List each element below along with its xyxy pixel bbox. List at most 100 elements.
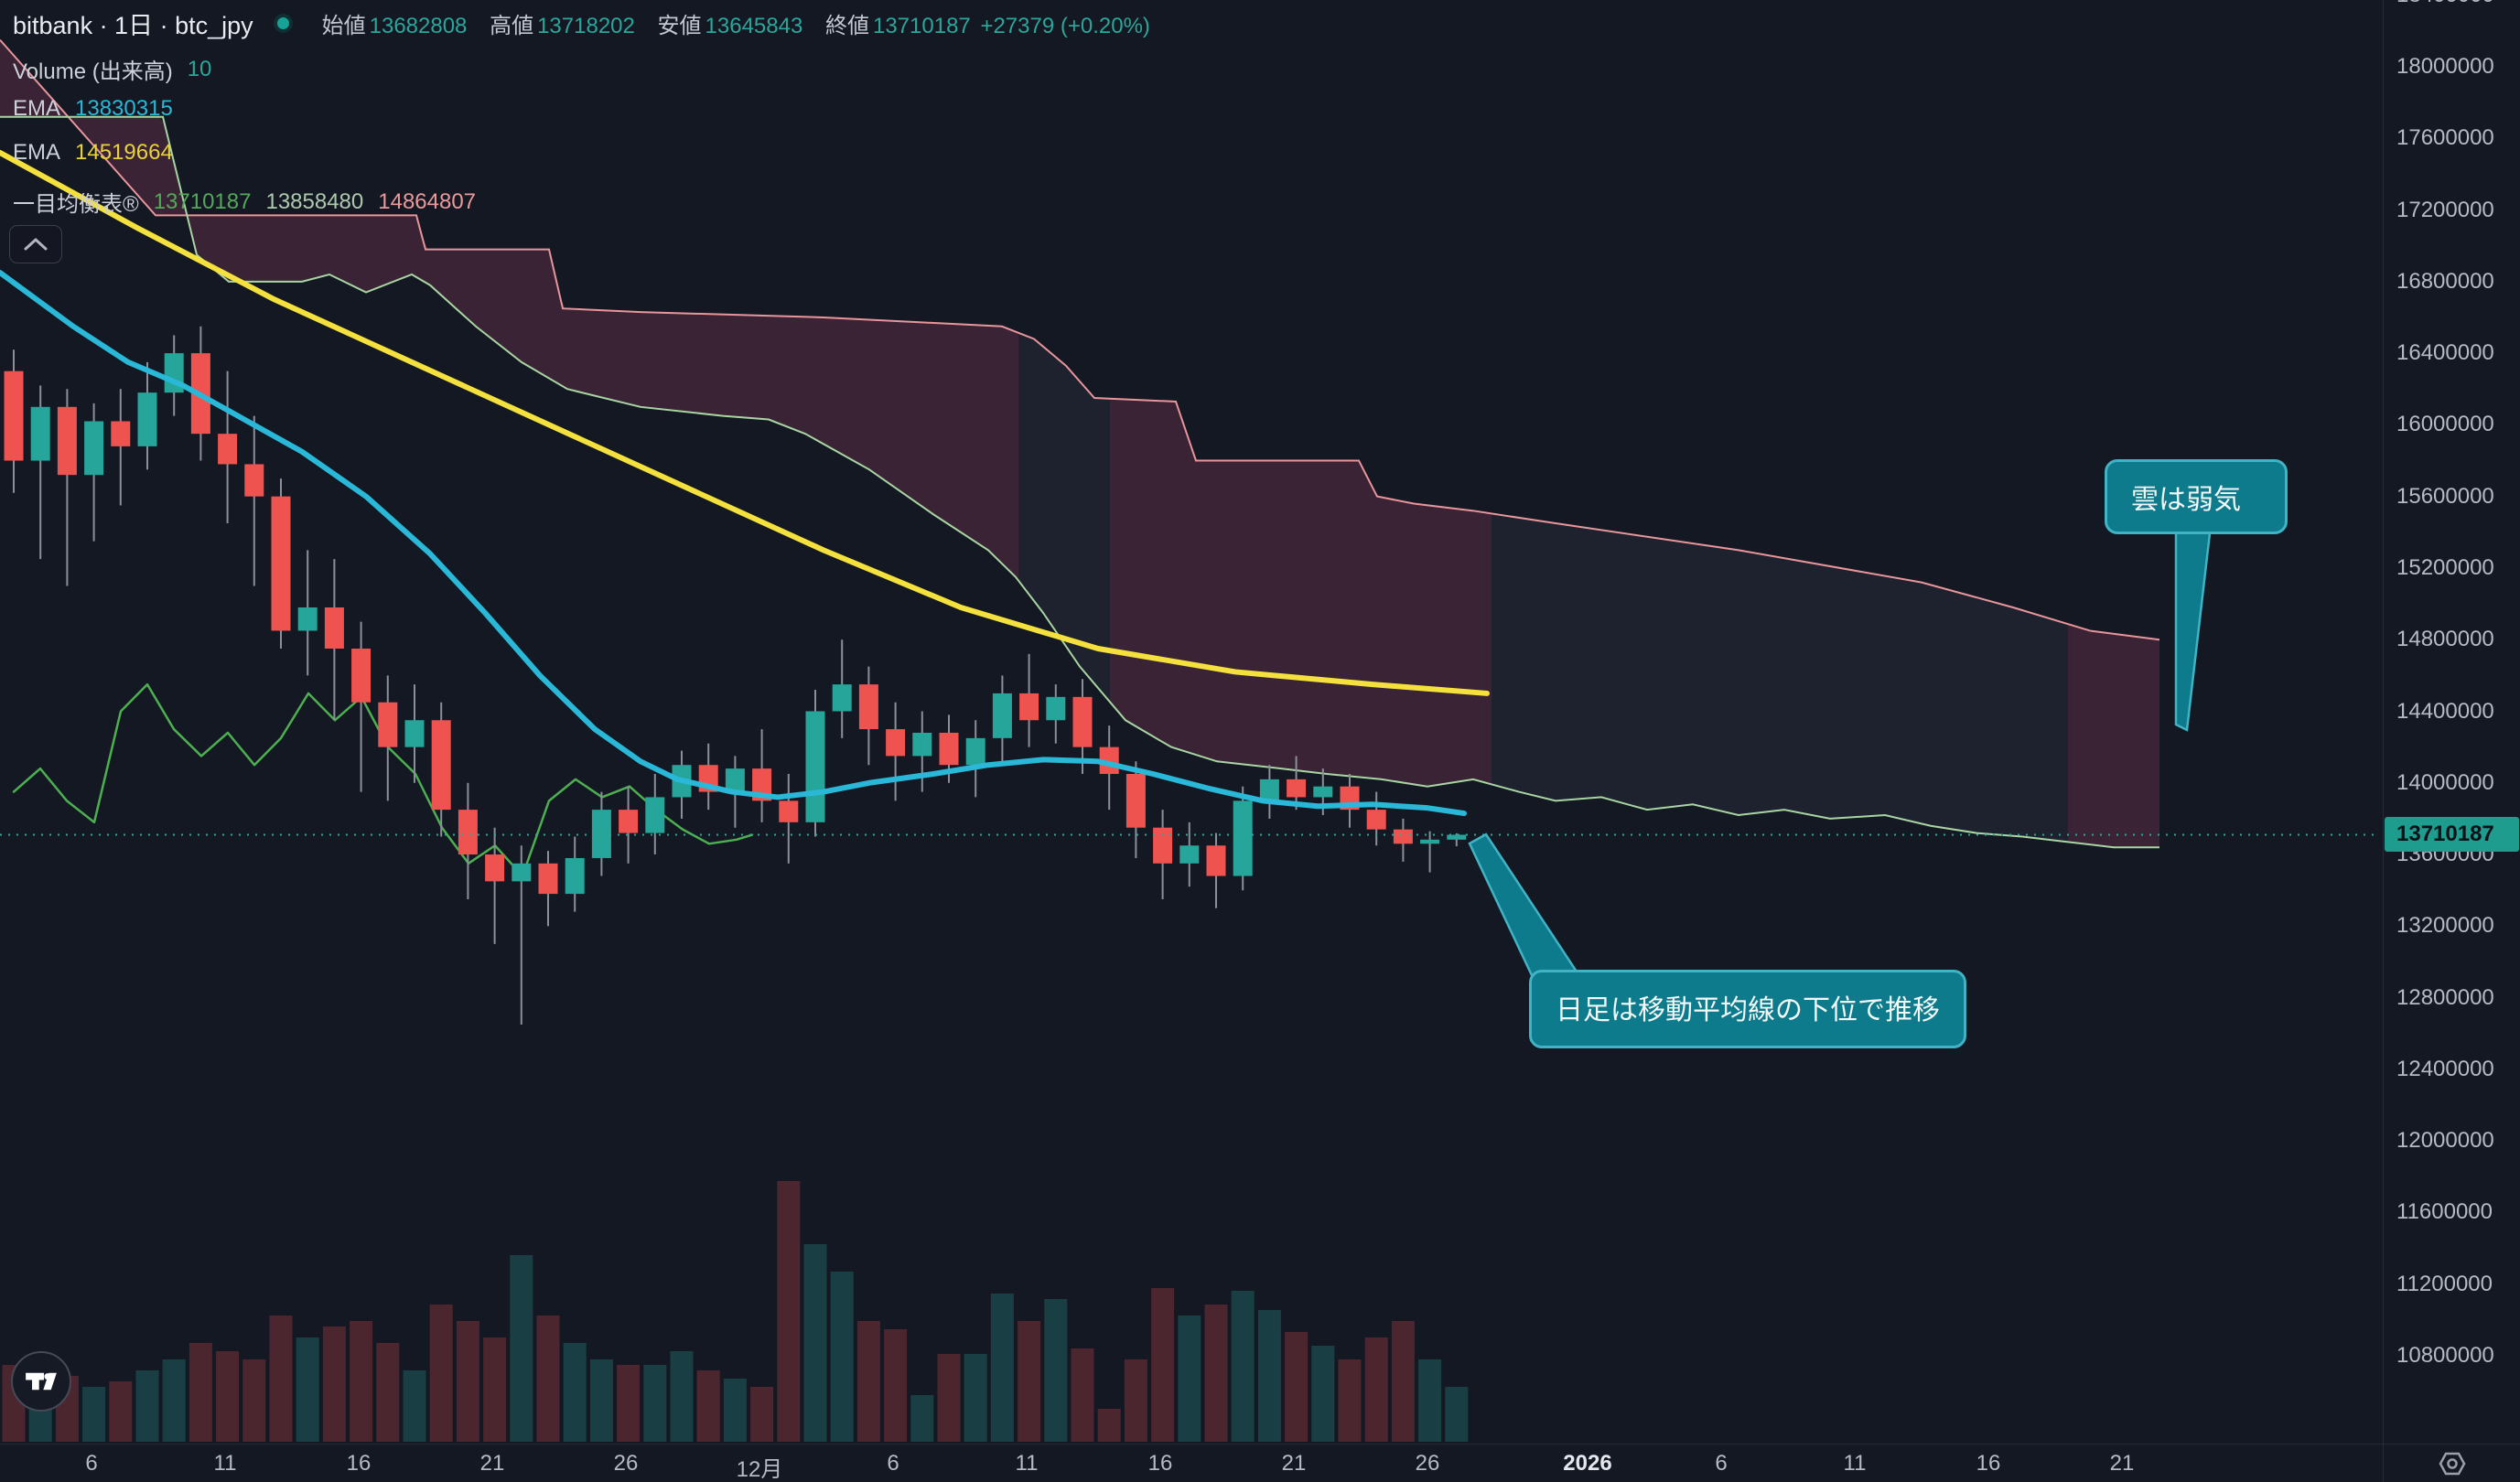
volume-bar [1097,1409,1121,1442]
candle-body [351,649,372,703]
candle-body [485,854,505,882]
candle-body [886,729,906,757]
price-axis-label: 13200000 [2396,913,2494,939]
volume-bar [1257,1310,1281,1442]
axis-corner[interactable] [2383,1444,2520,1482]
ema-slow-legend-row[interactable]: EMA 14519664 [13,140,173,166]
volume-bar [109,1381,133,1442]
candle-body [1259,779,1279,801]
change-value: +27379 (+0.20%) [980,14,1150,38]
volume-bar [322,1326,346,1442]
symbol-legend-row[interactable]: bitbank · 1日 · btc_jpy 始値 13682808 高値 1371… [13,5,1150,41]
candle-body [1420,839,1440,844]
candle-body [1206,845,1226,876]
volume-bar [856,1321,880,1442]
time-axis-label: 16 [346,1451,372,1476]
volume-bar [510,1255,533,1442]
volume-bar [376,1343,400,1442]
volume-bar [1044,1299,1068,1442]
time-axis-label: 6 [1715,1451,1728,1476]
volume-bar [1071,1348,1094,1442]
ichimoku-cloud-bear [0,39,1018,581]
ema-slow-label: EMA [13,140,61,165]
candle-body [404,720,425,747]
time-axis-label: 2026 [1563,1451,1612,1476]
price-axis-label: 12800000 [2396,984,2494,1010]
open-label: 始値 [321,14,366,38]
volume-legend-row[interactable]: Volume (出来高) 10 [13,53,211,85]
volume-bar [242,1359,266,1442]
candle-body [939,732,959,766]
volume-bar [884,1329,908,1442]
ema-slow-path [0,149,1490,696]
price-axis[interactable]: 18400000 18000000 17600000 17200000 16800000… [2383,0,2520,1444]
volume-bar [456,1321,479,1442]
volume-bar [429,1305,453,1442]
price-axis-label: 11600000 [2396,1199,2493,1225]
candle-body [84,421,104,476]
price-axis-label: 14000000 [2396,769,2494,795]
ema-fast-value: 13830315 [75,96,173,121]
candle-body [858,684,878,730]
time-axis-label: 6 [85,1451,98,1476]
ichimoku-value-3: 14864807 [378,188,477,214]
current-price-tag: 13710187 [2385,817,2519,853]
candle-body [271,496,291,631]
candle-body [1153,827,1173,864]
volume-bar [216,1351,240,1442]
legend-collapse-button[interactable] [9,225,62,263]
candle-body [1233,800,1253,876]
volume-bar [830,1272,854,1442]
volume-bar [563,1343,587,1442]
ema-fast-label: EMA [13,96,61,121]
candle-body [725,768,745,792]
candle-body [779,800,799,822]
price-axis-label: 12000000 [2396,1128,2494,1154]
candle-body [619,810,639,833]
price-axis-label: 12400000 [2396,1056,2494,1081]
ohlc-readout: 始値 13682808 高値 13718202 安値 13645843 終値 13710… [306,7,1150,39]
tradingview-logo[interactable] [11,1351,71,1412]
candle-body [1393,829,1413,844]
volume-bar [269,1316,293,1442]
time-axis-label: 11 [1015,1451,1039,1476]
volume-bar [937,1354,961,1442]
price-axis-label: 16400000 [2396,340,2494,366]
ichimoku-legend-row[interactable]: 一目均衡表® 13710187 13858480 14864807 [13,186,476,218]
clock-icon [2439,1452,2465,1476]
price-axis-label: 18400000 [2396,0,2494,8]
close-label: 終値 [824,14,869,38]
time-axis-label: 21 [2109,1451,2135,1476]
time-axis-label: 6 [887,1451,899,1476]
volume-bar [777,1181,801,1442]
candles-layer [4,326,1467,1025]
volume-bar [1124,1359,1147,1442]
candle-body [30,406,50,461]
volume-bar [162,1359,186,1442]
volume-value: 10 [187,56,212,81]
callout-annotation[interactable]: 日足は移動平均線の下位で推移 [1529,970,1966,1048]
candle-body [458,810,478,855]
candle-body [912,732,932,757]
time-axis[interactable]: 6 11 16 21 26 12月 6 11 16 21 26 2026 6 11 16 21 [0,1444,2520,1482]
volume-bar [1391,1321,1415,1442]
candle-body [1125,773,1146,828]
volume-bar [803,1244,827,1442]
volume-bar [82,1387,106,1442]
market-status-dot [273,14,293,33]
volume-bar [483,1337,507,1442]
volume-bar [643,1365,667,1442]
callout-annotation[interactable]: 雲は弱気 [2105,459,2288,534]
close-value: 13710187 [872,14,971,38]
ema-fast-legend-row[interactable]: EMA 13830315 [13,96,173,122]
volume-bar [1178,1316,1201,1442]
candle-body [1287,779,1307,798]
ichimoku-cloud-twist [1492,513,2068,843]
volume-bar [696,1370,720,1442]
high-value: 13718202 [537,14,635,38]
volume-bar [1285,1332,1308,1442]
ema-fast-line [0,270,1467,817]
candle-body [1019,693,1039,721]
